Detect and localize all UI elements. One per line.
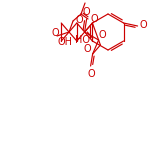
Text: O: O [88, 69, 95, 79]
Text: O: O [75, 15, 83, 25]
Text: O: O [98, 30, 106, 40]
Text: O: O [84, 44, 91, 54]
Text: O: O [140, 20, 147, 30]
Text: HO: HO [75, 35, 90, 45]
Text: OH: OH [58, 37, 73, 47]
Text: O: O [90, 14, 98, 24]
Text: O: O [83, 7, 90, 17]
Text: O: O [52, 28, 59, 38]
